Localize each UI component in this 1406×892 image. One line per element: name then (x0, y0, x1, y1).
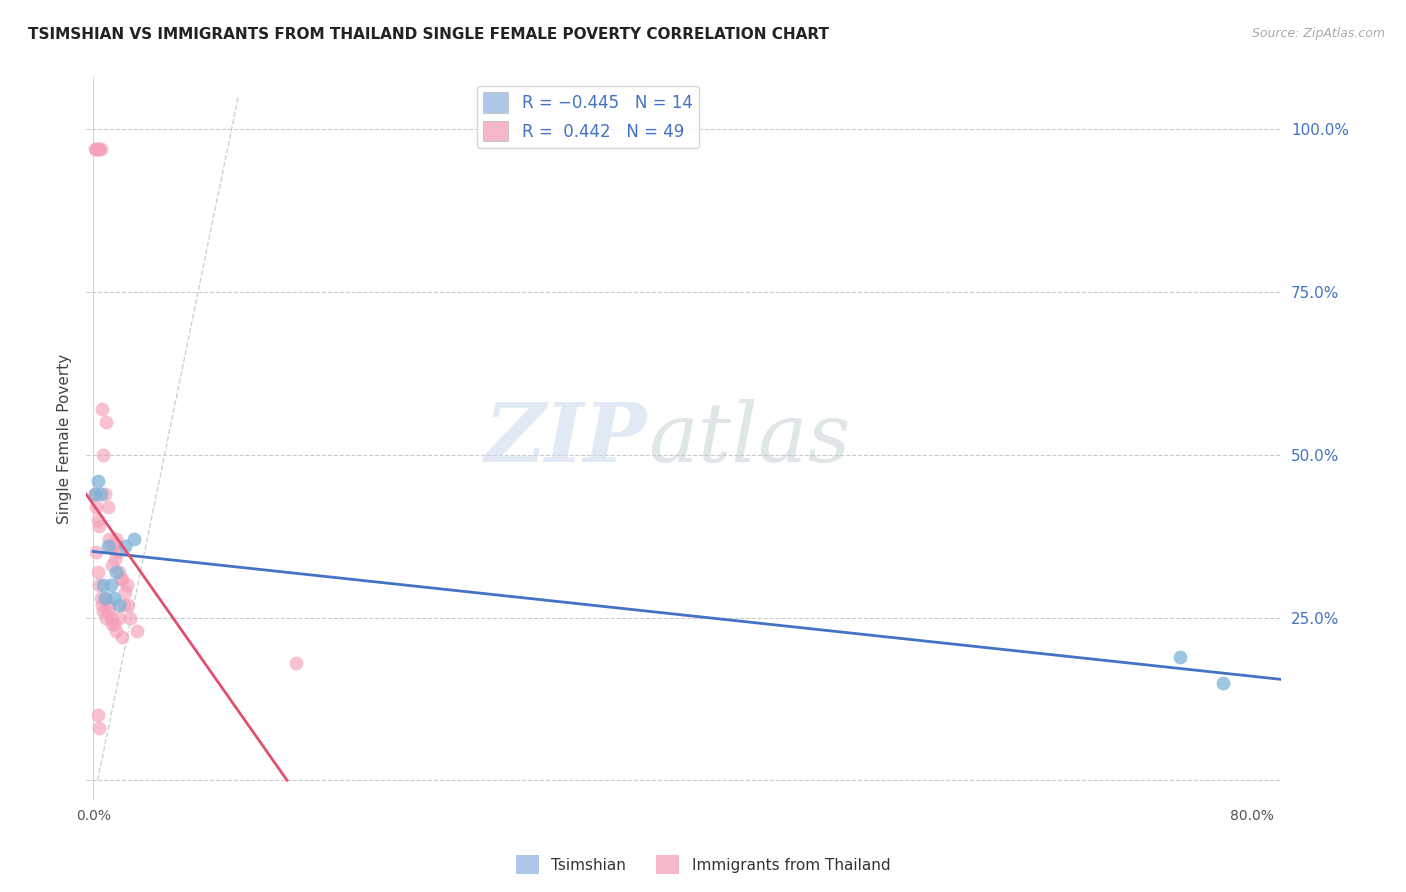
Point (84, 142, 107, 156)
Point (93, 448, 115, 462)
Point (108, 565, 131, 579)
Point (83, 487, 105, 501)
Point (87, 578, 110, 592)
Point (103, 539, 125, 553)
Point (96, 610, 118, 624)
Point (87, 142, 110, 156)
Point (108, 598, 131, 612)
Point (94, 591, 117, 605)
Legend: R = −0.445   N = 14, R =  0.442   N = 49: R = −0.445 N = 14, R = 0.442 N = 49 (477, 86, 699, 148)
Point (1212, 675, 1234, 690)
Point (86, 513, 108, 527)
Point (91, 598, 114, 612)
Point (1168, 649, 1191, 664)
Point (83, 487, 105, 501)
Point (87, 519, 110, 533)
Point (83, 142, 105, 156)
Point (90, 142, 112, 156)
Point (96, 415, 118, 429)
Text: ZIP: ZIP (485, 399, 648, 479)
Point (107, 545, 129, 559)
Point (111, 630, 134, 644)
Point (84, 545, 107, 559)
Point (100, 578, 122, 592)
Point (105, 624, 128, 638)
Point (117, 598, 139, 612)
Legend: Tsimshian, Immigrants from Thailand: Tsimshian, Immigrants from Thailand (510, 849, 896, 880)
Point (91, 402, 114, 417)
Point (100, 539, 122, 553)
Point (90, 591, 112, 605)
Text: Source: ZipAtlas.com: Source: ZipAtlas.com (1251, 27, 1385, 40)
Point (86, 474, 108, 488)
Point (84, 500, 107, 514)
Point (114, 584, 136, 599)
Point (101, 617, 124, 632)
Point (285, 656, 308, 670)
Point (87, 721, 110, 735)
Text: TSIMSHIAN VS IMMIGRANTS FROM THAILAND SINGLE FEMALE POVERTY CORRELATION CHART: TSIMSHIAN VS IMMIGRANTS FROM THAILAND SI… (28, 27, 830, 42)
Point (101, 558, 124, 573)
Point (86, 142, 108, 156)
Point (103, 591, 125, 605)
Point (93, 578, 115, 592)
Point (86, 565, 108, 579)
Point (90, 487, 112, 501)
Point (111, 572, 134, 586)
Point (112, 598, 135, 612)
Point (98, 533, 121, 547)
Point (105, 533, 128, 547)
Point (104, 552, 127, 566)
Point (98, 598, 121, 612)
Point (122, 533, 145, 547)
Text: atlas: atlas (648, 399, 851, 479)
Point (100, 610, 122, 624)
Point (118, 610, 141, 624)
Point (105, 565, 128, 579)
Point (97, 500, 120, 514)
Point (97, 604, 120, 618)
Point (115, 578, 138, 592)
Point (108, 610, 131, 624)
Point (110, 572, 132, 586)
Point (93, 604, 115, 618)
Point (114, 539, 136, 553)
Point (125, 624, 148, 638)
Point (97, 539, 120, 553)
Point (86, 708, 108, 723)
Y-axis label: Single Female Poverty: Single Female Poverty (58, 353, 72, 524)
Point (103, 617, 125, 632)
Point (94, 591, 117, 605)
Point (94, 487, 117, 501)
